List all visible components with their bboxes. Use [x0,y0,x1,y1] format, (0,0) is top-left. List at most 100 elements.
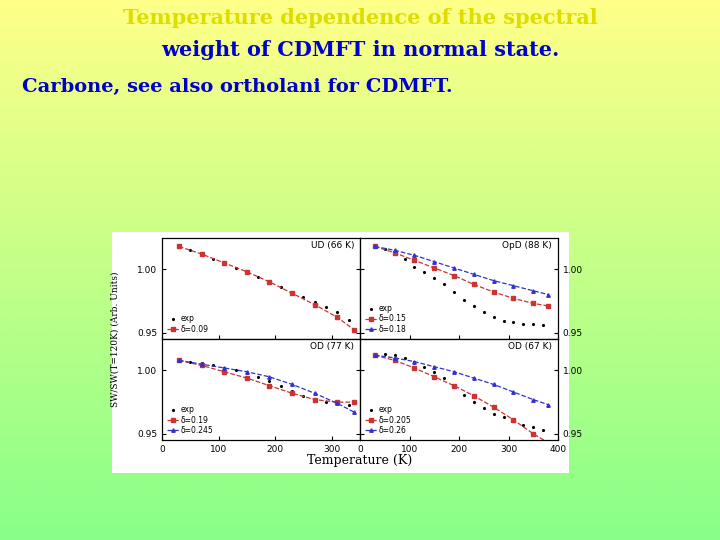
δ=0.205 [390,357,399,363]
δ=0.15 [430,265,438,271]
exp [539,322,547,328]
exp [243,268,251,275]
δ=0.205 [430,374,438,380]
exp [333,400,342,407]
exp [480,309,488,315]
Text: Temperature dependence of the spectral: Temperature dependence of the spectral [122,8,598,28]
exp [410,359,419,365]
δ=0.245 [220,364,228,371]
exp [231,367,240,374]
Line: exp: exp [177,245,351,322]
exp [276,382,285,389]
δ=0.18 [529,287,538,294]
δ=0.09 [265,279,274,285]
δ=0.205 [529,430,538,437]
exp [469,399,478,406]
exp [390,352,399,359]
δ=0.245 [350,409,359,415]
Legend: exp, δ=0.205, δ=0.26: exp, δ=0.205, δ=0.26 [364,404,413,436]
δ=0.18 [410,252,419,259]
exp [310,299,319,306]
δ=0.245 [265,374,274,380]
δ=0.15 [450,272,459,279]
exp [400,355,409,361]
δ=0.26 [390,355,399,361]
exp [276,284,285,290]
Text: OpD (88 K): OpD (88 K) [503,241,552,249]
exp [344,401,353,408]
δ=0.18 [509,282,518,289]
δ=0.205 [509,416,518,423]
exp [288,289,297,295]
exp [310,396,319,403]
δ=0.26 [509,389,518,395]
δ=0.15 [410,257,419,264]
δ=0.19 [333,399,342,406]
exp [371,352,379,359]
δ=0.19 [175,357,184,363]
exp [440,281,449,288]
exp [209,256,217,262]
exp [231,265,240,271]
δ=0.205 [450,382,459,389]
δ=0.19 [288,390,297,396]
exp [420,268,428,275]
δ=0.205 [490,404,498,410]
exp [480,405,488,411]
δ=0.09 [220,260,228,266]
δ=0.245 [288,381,297,388]
Text: Carbone, see also ortholani for CDMFT.: Carbone, see also ortholani for CDMFT. [22,78,452,96]
exp [529,320,538,327]
δ=0.15 [509,295,518,301]
δ=0.19 [243,375,251,381]
exp [490,410,498,417]
δ=0.09 [175,243,184,249]
exp [430,275,438,281]
exp [450,289,459,295]
exp [197,251,206,257]
Line: δ=0.15: δ=0.15 [373,245,550,308]
exp [254,374,263,380]
Text: Temperature (K): Temperature (K) [307,454,413,467]
δ=0.26 [410,359,419,365]
δ=0.26 [450,368,459,375]
exp [420,363,428,370]
exp [459,392,468,398]
δ=0.26 [469,375,478,381]
exp [539,427,547,433]
δ=0.19 [350,399,359,406]
δ=0.26 [430,363,438,370]
δ=0.09 [197,251,206,257]
δ=0.09 [288,290,297,296]
exp [380,351,389,357]
exp [186,247,194,253]
exp [371,243,379,249]
exp [440,375,449,381]
Text: UD (66 K): UD (66 K) [310,241,354,249]
exp [380,246,389,252]
exp [490,314,498,321]
δ=0.205 [469,393,478,399]
δ=0.18 [490,278,498,284]
Line: δ=0.205: δ=0.205 [373,354,550,444]
exp [333,309,342,315]
exp [400,256,409,262]
Line: δ=0.26: δ=0.26 [373,354,550,407]
exp [175,357,184,363]
exp [499,414,508,421]
δ=0.15 [390,249,399,256]
δ=0.26 [544,401,552,408]
δ=0.09 [350,327,359,333]
Legend: exp, δ=0.09: exp, δ=0.09 [166,313,211,335]
δ=0.18 [371,243,379,249]
δ=0.205 [544,440,552,446]
Line: exp: exp [373,352,545,431]
Legend: exp, δ=0.15, δ=0.18: exp, δ=0.15, δ=0.18 [364,303,408,335]
exp [390,251,399,257]
δ=0.18 [430,259,438,265]
exp [220,364,228,371]
Line: δ=0.19: δ=0.19 [177,359,356,404]
δ=0.19 [265,382,274,389]
Line: δ=0.18: δ=0.18 [373,245,550,296]
δ=0.18 [544,291,552,298]
